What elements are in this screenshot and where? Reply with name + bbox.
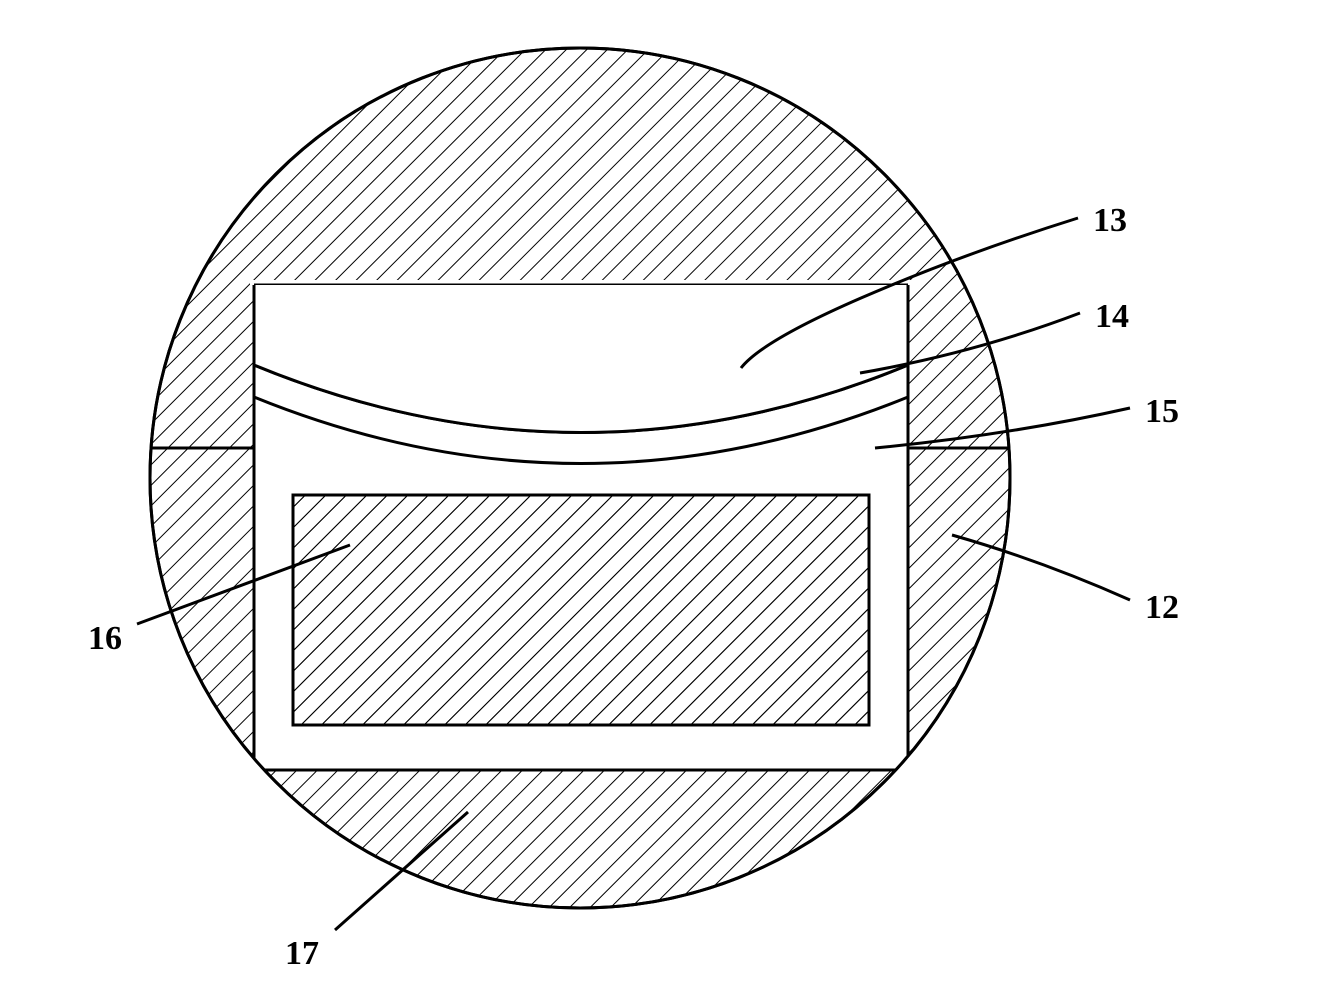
label-17: 17 <box>285 935 319 973</box>
figure-container: 13 14 15 12 16 17 <box>0 0 1344 988</box>
label-13: 13 <box>1093 202 1127 240</box>
label-12: 12 <box>1145 589 1179 627</box>
figure-svg <box>0 0 1344 988</box>
label-16: 16 <box>88 620 122 658</box>
inner-block <box>293 495 869 725</box>
label-15: 15 <box>1145 393 1179 431</box>
label-14: 14 <box>1095 298 1129 336</box>
